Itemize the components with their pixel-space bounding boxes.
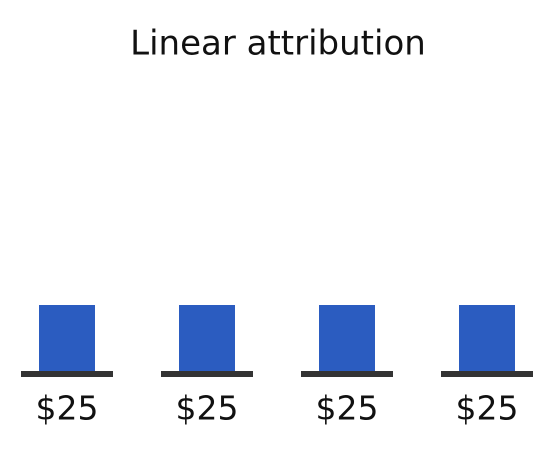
baseline — [161, 371, 253, 377]
baseline — [21, 371, 113, 377]
bar — [39, 305, 95, 371]
value-label: $25 — [316, 389, 379, 428]
baseline — [441, 371, 533, 377]
chart-title: Linear attribution — [130, 24, 426, 64]
value-label: $25 — [456, 389, 519, 428]
value-label: $25 — [176, 389, 239, 428]
bar — [459, 305, 515, 371]
bar — [319, 305, 375, 371]
bar — [179, 305, 235, 371]
value-label: $25 — [36, 389, 99, 428]
baseline — [301, 371, 393, 377]
